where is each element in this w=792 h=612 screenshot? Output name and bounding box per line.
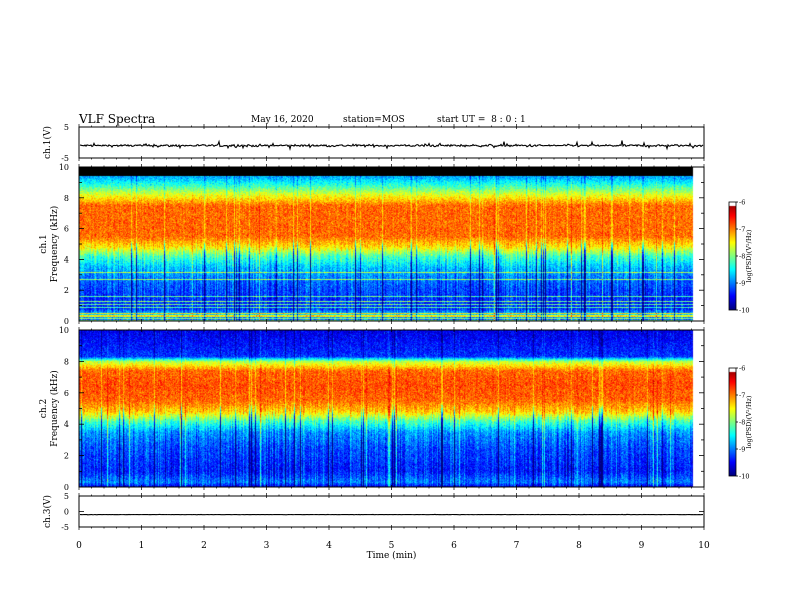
y-tick-label: 8 (64, 357, 69, 366)
y-tick-label: 10 (59, 326, 69, 335)
x-tick-label: 9 (639, 541, 645, 551)
spectrogram-image-1 (79, 167, 704, 321)
y-tick-label: 10 (59, 163, 69, 172)
x-tick-label: 6 (451, 541, 457, 551)
panel-frame-1 (78, 126, 705, 159)
colorbar-tick-label: -9 (739, 280, 745, 288)
y-tick-label: 2 (64, 286, 69, 295)
x-tick-label: 5 (389, 541, 395, 551)
colorbar-tick-label: -7 (739, 226, 745, 234)
colorbar-tick-label: -6 (739, 365, 745, 373)
waveform-trace-1 (79, 139, 704, 151)
y-tick-label: 5 (64, 492, 69, 501)
y-tick-label: 0 (64, 317, 69, 326)
y-axis-label-quantity: Frequency (kHz) (49, 370, 60, 447)
colorbar-tick-label: -6 (739, 199, 745, 207)
spectrogram-image-2 (79, 330, 704, 487)
y-axis-label-channel: ch.1 (39, 234, 49, 253)
waveform-trace-4 (79, 513, 704, 516)
x-tick-label: 10 (698, 541, 710, 551)
x-tick-label: 3 (264, 541, 270, 551)
colorbar-1 (729, 202, 736, 310)
y-tick-label: 2 (64, 452, 69, 461)
x-tick-label: 4 (326, 541, 332, 551)
x-tick-label: 1 (139, 541, 145, 551)
colorbar-title: log(PSD)(V²/Hz) (745, 395, 753, 448)
y-tick-label: 0 (64, 508, 69, 517)
y-axis-label-channel: ch.2 (39, 399, 49, 418)
y-tick-label: -5 (61, 523, 69, 532)
y-tick-label: 5 (64, 123, 69, 132)
y-tick-label: 6 (64, 225, 69, 234)
date-label: May 16, 2020 (251, 115, 314, 125)
x-tick-label: 2 (201, 541, 207, 551)
colorbar-tick-label: -7 (739, 392, 745, 400)
y-tick-label: -5 (61, 154, 69, 163)
start-ut-label: start UT = 8 : 0 : 1 (437, 115, 526, 125)
y-tick-label: 0 (64, 483, 69, 492)
x-tick-label: 0 (76, 541, 82, 551)
y-axis-label-quantity: Frequency (kHz) (49, 206, 60, 283)
y-tick-label: 4 (64, 255, 69, 264)
y-axis-label: ch.3(V) (42, 495, 53, 528)
colorbar-tick-label: -8 (739, 419, 745, 427)
colorbar-tick-label: -10 (739, 473, 749, 481)
y-tick-label: 6 (64, 389, 69, 398)
plot-title: VLF Spectra (79, 112, 156, 126)
y-axis-label: ch.1(V) (42, 126, 53, 159)
x-axis-title: Time (min) (367, 550, 417, 561)
colorbar-2 (729, 368, 736, 476)
colorbar-tick-label: -10 (739, 307, 749, 315)
y-tick-label: 8 (64, 194, 69, 203)
station-label: station=MOS (343, 115, 405, 125)
y-tick-label: 4 (64, 420, 69, 429)
colorbar-title: log(PSD)(V²/Hz) (745, 229, 753, 282)
colorbar-tick-label: -8 (739, 253, 745, 261)
panel-frame-4 (78, 495, 705, 528)
colorbar-tick-label: -9 (739, 446, 745, 454)
x-tick-label: 8 (576, 541, 582, 551)
x-tick-label: 7 (514, 541, 520, 551)
